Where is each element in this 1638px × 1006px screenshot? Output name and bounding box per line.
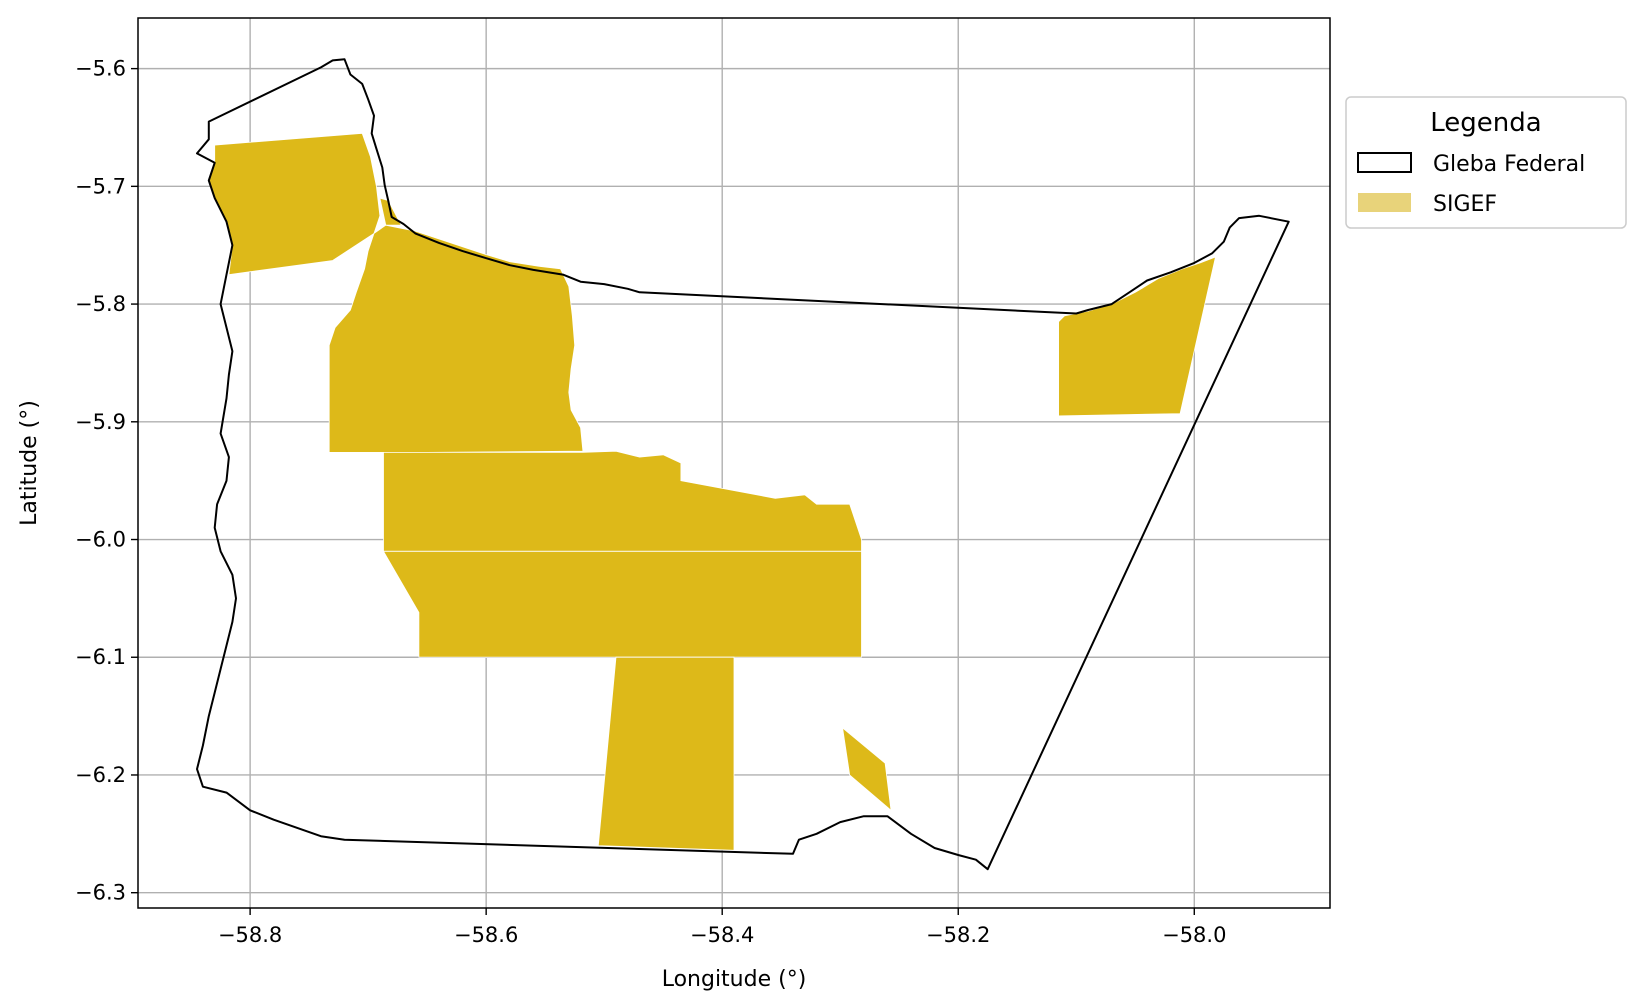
x-tick-label: −58.4 — [690, 923, 754, 947]
legend-swatch-gleba-federal — [1357, 152, 1412, 173]
y-tick-label: −5.7 — [75, 174, 126, 198]
y-tick-label: −6.3 — [75, 881, 126, 905]
legend-label-gleba-federal: Gleba Federal — [1433, 152, 1585, 177]
x-axis-title: Longitude (°) — [662, 967, 807, 992]
y-axis-title: Latitude (°) — [17, 400, 42, 526]
legend-label-sigef: SIGEF — [1433, 192, 1497, 217]
legend-swatch-sigef — [1358, 193, 1411, 212]
x-tick-label: −58.0 — [1162, 923, 1226, 947]
y-tick-label: −6.1 — [75, 645, 126, 669]
y-tick-label: −5.6 — [75, 57, 126, 81]
axis-ticks: −58.8 −58.6 −58.4 −58.2 −58.0 −5.6 −5.7 −5.8 −5.… — [75, 57, 1226, 947]
y-tick-label: −5.9 — [75, 410, 126, 434]
y-tick-label: −6.0 — [75, 528, 126, 552]
sigef-parcel — [597, 656, 735, 851]
sigef-parcel — [382, 550, 862, 658]
legend-title: Legenda — [1430, 108, 1541, 138]
legend: Legenda Gleba Federal SIGEF — [1345, 96, 1627, 229]
legend-box — [1345, 96, 1627, 229]
sigef-parcel — [842, 726, 892, 812]
y-tick-label: −5.8 — [75, 292, 126, 316]
y-tick-label: −6.2 — [75, 763, 126, 787]
x-tick-label: −58.6 — [454, 923, 518, 947]
map-layers — [196, 58, 1290, 871]
sigef-parcel — [328, 224, 584, 453]
sigef-parcel — [383, 450, 862, 552]
gleba-federal-boundary — [196, 58, 1290, 871]
plot-frame — [137, 17, 1331, 909]
x-tick-label: −58.2 — [926, 923, 990, 947]
x-tick-label: −58.8 — [218, 923, 282, 947]
